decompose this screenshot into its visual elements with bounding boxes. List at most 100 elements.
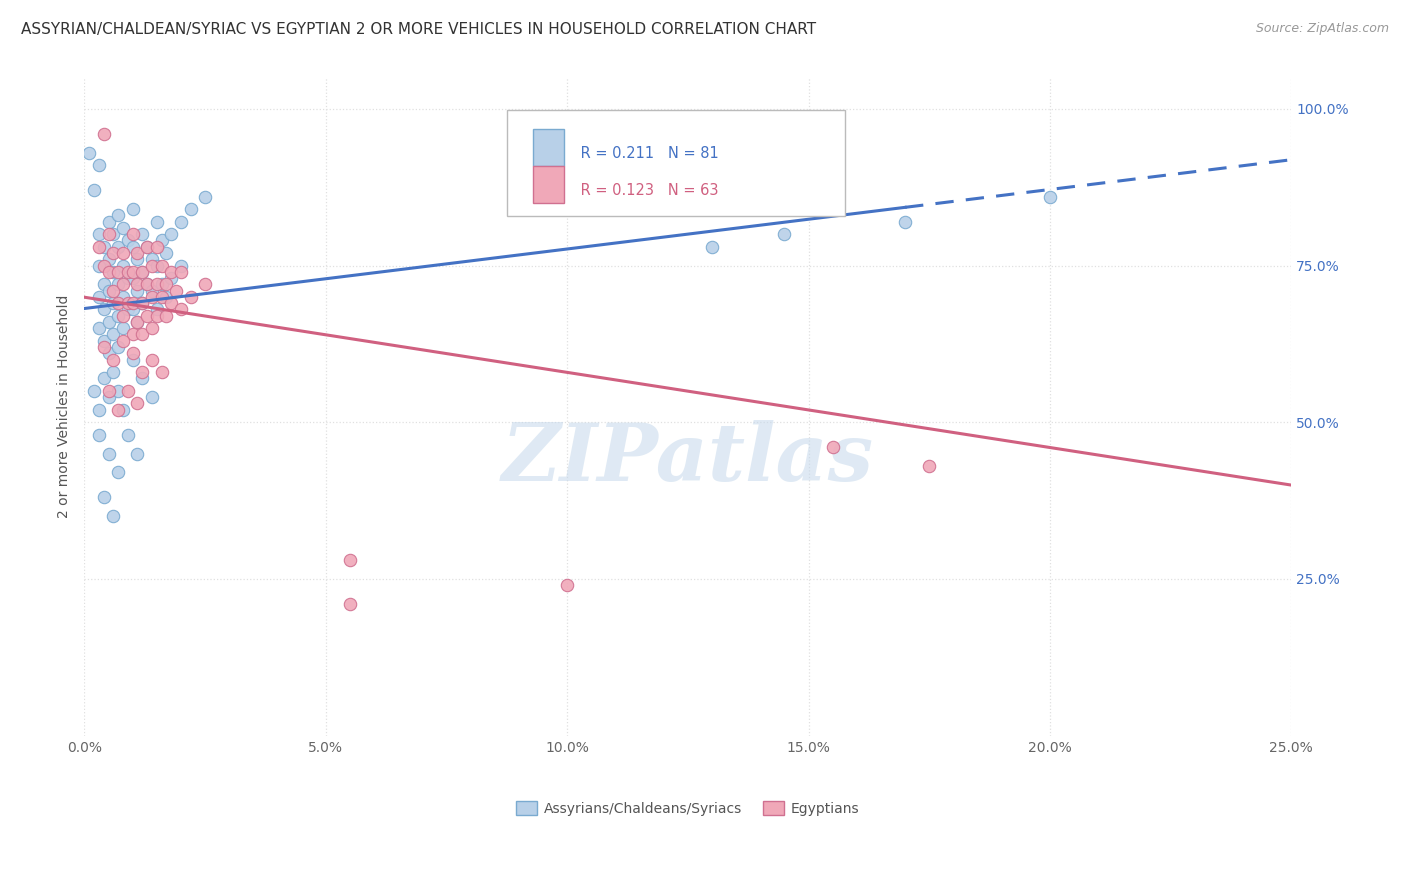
Point xyxy=(93,259,115,273)
Point xyxy=(170,259,193,273)
Point xyxy=(107,296,129,310)
Point xyxy=(180,202,202,216)
Point xyxy=(103,265,125,279)
Point xyxy=(141,252,163,267)
Point xyxy=(103,227,125,242)
Point xyxy=(97,384,120,398)
Point xyxy=(170,214,193,228)
Point xyxy=(117,302,139,317)
Point xyxy=(821,183,844,197)
Point xyxy=(127,446,149,460)
Point xyxy=(111,334,134,348)
Point xyxy=(127,252,149,267)
Point xyxy=(155,309,177,323)
Point xyxy=(160,271,183,285)
Point xyxy=(111,220,134,235)
Point xyxy=(103,352,125,367)
Point xyxy=(107,208,129,222)
Point xyxy=(93,240,115,254)
Point xyxy=(117,427,139,442)
Point xyxy=(103,296,125,310)
Point xyxy=(155,290,177,304)
Point xyxy=(93,127,115,141)
Point xyxy=(87,259,110,273)
Point xyxy=(150,259,173,273)
Point xyxy=(97,227,120,242)
Point xyxy=(93,302,115,317)
Point xyxy=(136,309,159,323)
Point xyxy=(194,189,217,203)
Point xyxy=(136,240,159,254)
Point xyxy=(107,384,129,398)
Point xyxy=(93,491,115,505)
Point xyxy=(127,246,149,260)
Point xyxy=(97,265,120,279)
Point xyxy=(194,277,217,292)
Point xyxy=(170,302,193,317)
Point xyxy=(87,158,110,172)
Point xyxy=(93,340,115,354)
Legend: Assyrians/Chaldeans/Syriacs, Egyptians: Assyrians/Chaldeans/Syriacs, Egyptians xyxy=(510,796,865,822)
Point xyxy=(131,296,153,310)
Point xyxy=(107,340,129,354)
Text: ASSYRIAN/CHALDEAN/SYRIAC VS EGYPTIAN 2 OR MORE VEHICLES IN HOUSEHOLD CORRELATION: ASSYRIAN/CHALDEAN/SYRIAC VS EGYPTIAN 2 O… xyxy=(21,22,817,37)
Point xyxy=(141,352,163,367)
Point xyxy=(141,284,163,298)
Point xyxy=(103,509,125,524)
Point xyxy=(773,227,796,242)
Point xyxy=(339,553,361,567)
Point xyxy=(121,352,143,367)
Point xyxy=(700,240,723,254)
Point xyxy=(131,265,153,279)
Point xyxy=(87,227,110,242)
Point xyxy=(93,371,115,385)
Point xyxy=(127,315,149,329)
Point xyxy=(180,290,202,304)
Point xyxy=(131,371,153,385)
Point xyxy=(339,597,361,611)
Point xyxy=(111,290,134,304)
Point xyxy=(107,240,129,254)
Point xyxy=(117,384,139,398)
FancyBboxPatch shape xyxy=(506,111,845,216)
Point xyxy=(146,277,169,292)
Point xyxy=(127,315,149,329)
Point xyxy=(107,309,129,323)
Point xyxy=(136,277,159,292)
Point xyxy=(555,578,578,592)
Point xyxy=(155,277,177,292)
Point xyxy=(97,390,120,404)
Point xyxy=(121,265,143,279)
Point xyxy=(97,214,120,228)
Text: R = 0.211   N = 81: R = 0.211 N = 81 xyxy=(575,146,718,161)
Point xyxy=(97,446,120,460)
Point xyxy=(146,302,169,317)
Point xyxy=(150,290,173,304)
Point xyxy=(141,321,163,335)
Point xyxy=(136,240,159,254)
Point xyxy=(131,296,153,310)
Point xyxy=(111,246,134,260)
Point xyxy=(150,234,173,248)
Point xyxy=(103,284,125,298)
Point xyxy=(111,309,134,323)
Point xyxy=(155,246,177,260)
Point xyxy=(121,296,143,310)
Point xyxy=(87,290,110,304)
Point xyxy=(121,346,143,360)
Point xyxy=(131,327,153,342)
Point xyxy=(121,227,143,242)
Point xyxy=(117,271,139,285)
Point xyxy=(127,284,149,298)
Point xyxy=(821,440,844,454)
Point xyxy=(111,277,134,292)
Point xyxy=(150,277,173,292)
Point xyxy=(83,183,105,197)
Point xyxy=(111,259,134,273)
Point xyxy=(918,459,941,474)
Point xyxy=(121,240,143,254)
Point xyxy=(121,327,143,342)
Point xyxy=(93,277,115,292)
Y-axis label: 2 or more Vehicles in Household: 2 or more Vehicles in Household xyxy=(58,295,72,518)
Point xyxy=(87,402,110,417)
